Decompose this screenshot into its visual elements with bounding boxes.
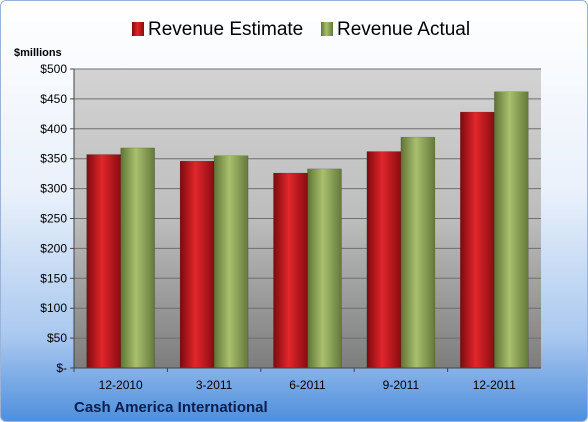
legend-label: Revenue Estimate — [148, 19, 303, 40]
legend: Revenue Estimate Revenue Actual — [132, 19, 470, 40]
bar-actual — [307, 168, 342, 369]
y-tick-label: $300 — [40, 182, 67, 196]
x-tick-label: 3-2011 — [196, 378, 233, 392]
y-tick-label: $500 — [40, 62, 67, 76]
bar-estimate — [460, 111, 495, 369]
legend-label: Revenue Actual — [337, 19, 470, 40]
bar-actual — [213, 155, 249, 369]
x-tick-label: 12-2010 — [99, 378, 143, 392]
y-tick-label: $350 — [40, 152, 67, 166]
bar-estimate — [366, 151, 402, 369]
bar-estimate — [86, 154, 121, 369]
bar-actual — [120, 147, 155, 369]
y-tick-label: $400 — [40, 122, 67, 136]
y-tick-label: $50 — [47, 331, 67, 345]
company-name: Cash America International — [74, 399, 268, 416]
bars — [86, 91, 529, 369]
axes: $- $50 $100 $150 $200 $250 $300 $350 $400 $450 $50… — [40, 62, 541, 392]
y-tick-label: $150 — [40, 271, 67, 285]
y-axis-label: $millions — [14, 47, 62, 59]
legend-swatch — [321, 22, 333, 36]
y-tick-label: $200 — [40, 241, 67, 255]
bar-actual — [400, 136, 436, 369]
x-tick-label: 12-2011 — [473, 378, 516, 392]
bar-estimate — [273, 172, 308, 369]
x-tick-label: 9-2011 — [383, 378, 420, 392]
y-tick-label: $100 — [40, 301, 67, 315]
bar-estimate — [179, 160, 215, 369]
x-tick-label: 6-2011 — [289, 378, 326, 392]
bar-actual — [494, 91, 529, 369]
y-tick-label: $250 — [40, 212, 67, 226]
y-tick-label: $450 — [40, 92, 67, 106]
y-tick-label: $- — [56, 361, 67, 375]
legend-swatch — [132, 22, 144, 36]
